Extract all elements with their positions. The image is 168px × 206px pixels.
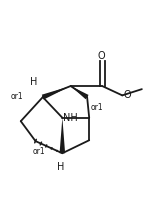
Text: H: H <box>57 162 64 172</box>
Text: or1: or1 <box>32 147 45 156</box>
Polygon shape <box>71 86 89 99</box>
Text: O: O <box>97 51 105 61</box>
Text: NH: NH <box>63 113 78 123</box>
Polygon shape <box>42 86 71 99</box>
Text: or1: or1 <box>10 92 23 101</box>
Text: or1: or1 <box>91 103 103 112</box>
Polygon shape <box>60 118 65 153</box>
Text: O: O <box>124 90 131 100</box>
Text: H: H <box>30 77 37 87</box>
